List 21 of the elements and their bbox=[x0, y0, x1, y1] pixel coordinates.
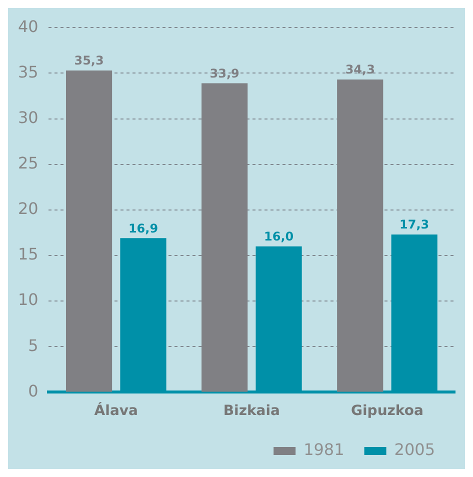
x-tick-label: Álava bbox=[94, 402, 138, 420]
x-tick-label: Bizkaia bbox=[223, 403, 280, 420]
y-tick-label: 25 bbox=[18, 153, 38, 172]
legend-label: 1981 bbox=[304, 440, 344, 460]
data-label: 16,0 bbox=[264, 229, 294, 244]
y-tick-label: 20 bbox=[18, 199, 38, 218]
legend-label: 2005 bbox=[394, 440, 435, 460]
data-label: 33,9 bbox=[210, 66, 240, 80]
y-tick-label: 5 bbox=[28, 336, 38, 355]
y-tick-label: 35 bbox=[18, 62, 38, 82]
y-tick-label: 15 bbox=[18, 244, 38, 264]
x-tick-label: Gipuzkoa bbox=[351, 403, 424, 420]
y-tick-label: 10 bbox=[18, 290, 38, 310]
data-label: 17,3 bbox=[400, 218, 430, 232]
data-label: 16,9 bbox=[128, 221, 158, 236]
data-label: 34,3 bbox=[345, 62, 375, 77]
y-tick-label: 40 bbox=[18, 16, 38, 36]
y-tick-label: 30 bbox=[18, 108, 38, 127]
bar bbox=[66, 70, 112, 392]
y-tick-label: 0 bbox=[28, 381, 38, 400]
data-label: 35,3 bbox=[74, 54, 104, 68]
